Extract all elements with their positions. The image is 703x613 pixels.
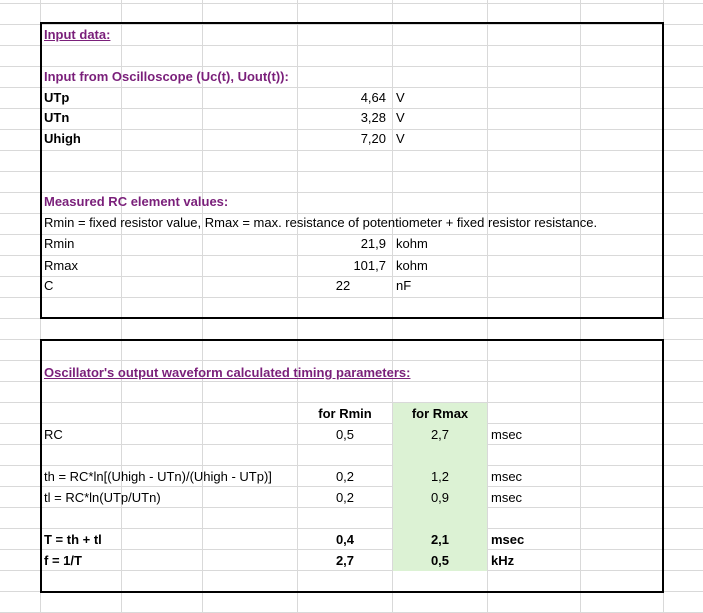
rc-values-header: Measured RC element values: <box>44 194 229 209</box>
rc-unit: msec <box>491 427 523 442</box>
period-rmin-value[interactable]: 0,4 <box>335 532 355 547</box>
frequency-row-label: f = 1/T <box>44 553 82 568</box>
period-rmax-value[interactable]: 2,1 <box>430 532 450 547</box>
th-rmax-value[interactable]: 1,2 <box>430 469 450 484</box>
rmax-column-highlight <box>393 403 487 571</box>
rc-note: Rmin = fixed resistor value, Rmax = max.… <box>44 215 598 230</box>
col-header-rmin: for Rmin <box>318 406 372 421</box>
rmax-label: Rmax <box>44 258 78 273</box>
c-value[interactable]: 22 <box>335 278 351 293</box>
rmin-label: Rmin <box>44 236 75 251</box>
utp-label: UTp <box>44 90 70 105</box>
frequency-rmax-value[interactable]: 0,5 <box>430 553 450 568</box>
rc-row-label: RC <box>44 427 63 442</box>
uhigh-unit: V <box>396 131 405 146</box>
timing-parameters-box <box>40 339 664 593</box>
input-data-title: Input data: <box>44 27 111 42</box>
th-unit: msec <box>491 469 523 484</box>
tl-row-label: tl = RC*ln(UTp/UTn) <box>44 490 161 505</box>
frequency-unit: kHz <box>491 553 515 568</box>
period-unit: msec <box>491 532 525 547</box>
rmin-value[interactable]: 21,9 <box>360 236 386 251</box>
frequency-rmin-value[interactable]: 2,7 <box>335 553 355 568</box>
th-rmin-value[interactable]: 0,2 <box>335 469 355 484</box>
uhigh-value[interactable]: 7,20 <box>360 131 386 146</box>
timing-title: Oscillator's output waveform calculated … <box>44 365 411 380</box>
rc-rmax-value[interactable]: 2,7 <box>430 427 450 442</box>
utn-label: UTn <box>44 110 70 125</box>
uhigh-label: Uhigh <box>44 131 81 146</box>
tl-rmin-value[interactable]: 0,2 <box>335 490 355 505</box>
utn-unit: V <box>396 110 405 125</box>
rmin-unit: kohm <box>396 236 428 251</box>
col-header-rmax: for Rmax <box>411 406 469 421</box>
tl-unit: msec <box>491 490 523 505</box>
utp-unit: V <box>396 90 405 105</box>
tl-rmax-value[interactable]: 0,9 <box>430 490 450 505</box>
c-unit: nF <box>396 278 412 293</box>
th-row-label: th = RC*ln[(Uhigh - UTn)/(Uhigh - UTp)] <box>44 469 272 484</box>
period-row-label: T = th + tl <box>44 532 102 547</box>
utn-value[interactable]: 3,28 <box>360 110 386 125</box>
utp-value[interactable]: 4,64 <box>360 90 386 105</box>
c-label: C <box>44 278 54 293</box>
rc-rmin-value[interactable]: 0,5 <box>335 427 355 442</box>
input-data-box <box>40 22 664 319</box>
oscilloscope-header: Input from Oscilloscope (Uc(t), Uout(t))… <box>44 69 289 84</box>
rmax-unit: kohm <box>396 258 428 273</box>
rmax-value[interactable]: 101,7 <box>353 258 386 273</box>
